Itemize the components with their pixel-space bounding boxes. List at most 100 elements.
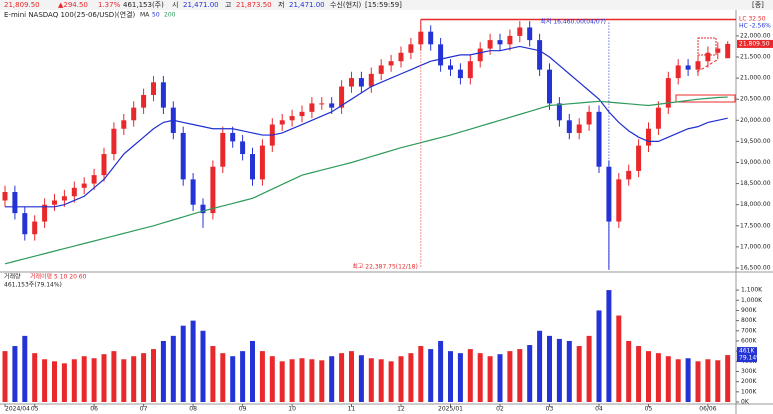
candle-body <box>299 111 305 117</box>
volume-bar <box>190 320 196 402</box>
candle-body <box>378 65 384 74</box>
candle-body <box>339 86 345 108</box>
volume-bar <box>527 345 533 402</box>
x-tick-label: 03 <box>546 406 554 413</box>
x-tick-label: 11 <box>348 406 356 413</box>
y-tick-label: 21,000.00 <box>740 75 771 82</box>
last-price: 21,809.50 <box>4 1 40 9</box>
volume-bar <box>131 356 137 402</box>
candle-body <box>180 132 186 180</box>
feed: 수신(현지) <box>330 0 361 9</box>
x-tick-label: 08 <box>189 406 197 413</box>
volume-bar <box>81 356 87 402</box>
trend-arrow <box>696 59 718 73</box>
volume-bar <box>279 361 285 402</box>
candle-body <box>616 179 622 222</box>
candle-body <box>151 82 156 95</box>
volume-bar <box>180 325 186 402</box>
candle-body <box>398 52 404 62</box>
volume-bar <box>448 351 453 402</box>
y-tick-label: 1,100K <box>741 287 763 294</box>
y-tick-label: 200K <box>741 378 757 385</box>
volume-bar <box>210 346 216 402</box>
volume-bar <box>160 340 166 402</box>
volume-bar <box>22 335 28 402</box>
volume-bar <box>170 335 176 402</box>
last-volume-pct: 79.14% <box>739 355 762 362</box>
chart-title: E-mini NASDAQ 100(25-06/USD)(연결) <box>4 10 136 19</box>
low-label: 저 <box>278 0 284 9</box>
candle-body <box>210 166 216 214</box>
y-tick-label: 100K <box>741 388 757 395</box>
volume-bar <box>91 358 97 402</box>
volume-bar <box>61 363 67 402</box>
volume-bar <box>141 353 147 402</box>
volume-bar <box>378 359 384 402</box>
candle-body <box>477 48 483 62</box>
low: 21,471.00 <box>289 1 325 9</box>
pane-info: 461,153주(79.14%) <box>4 282 62 289</box>
x-tick-label: 07 <box>140 406 148 413</box>
candle-body <box>517 27 523 36</box>
volume-bar <box>250 340 255 402</box>
volume-bar <box>467 349 473 402</box>
volume-bar <box>705 359 711 402</box>
volume-bar <box>537 330 543 402</box>
volume-bar <box>329 356 335 402</box>
candle-body <box>636 145 642 171</box>
volume-bar <box>685 358 691 402</box>
volume-bar <box>200 330 206 402</box>
moving-average <box>4 96 728 265</box>
y-tick-label: 600K <box>741 337 757 344</box>
open: 21,471.00 <box>183 1 219 9</box>
candle-body <box>457 69 463 79</box>
menu-button[interactable]: [종] <box>752 1 764 9</box>
y-tick-label: 21,500.00 <box>740 53 771 60</box>
candle-body <box>438 44 444 66</box>
y-tick-label: 20,500.00 <box>740 96 771 103</box>
y-tick-label: 19,000.00 <box>740 159 771 166</box>
y-tick-label: 17,500.00 <box>740 222 771 229</box>
candle-body <box>42 204 48 222</box>
volume-bar <box>517 349 523 402</box>
y-tick-label: 19,500.00 <box>740 138 771 145</box>
volume-bar <box>695 361 701 402</box>
volume-bar <box>388 361 394 402</box>
candle-body <box>527 27 533 41</box>
volume-bar <box>269 356 275 402</box>
x-tick-label: 05 <box>31 406 39 413</box>
high-label: 고 <box>225 1 232 9</box>
legend-item: 200 <box>164 12 176 19</box>
moving-average <box>5 45 728 208</box>
candle-body <box>190 179 196 205</box>
candle-body <box>705 52 711 62</box>
y-tick-label: 700K <box>741 327 757 334</box>
candle-body <box>52 200 57 205</box>
volume-bar <box>616 315 622 402</box>
candle-body <box>725 43 731 59</box>
candle-body <box>586 111 592 125</box>
candle-body <box>319 103 325 105</box>
volume-bar <box>32 353 38 402</box>
pane-ma: 거래이평 5 10 20 60 <box>30 273 87 281</box>
volume-bar <box>358 355 364 402</box>
last-volume-box <box>737 347 757 363</box>
x-tick-label: 09 <box>239 406 247 413</box>
last-price-box <box>737 39 773 48</box>
candle-body <box>240 141 246 155</box>
y-tick-label: 17,000.00 <box>740 243 771 250</box>
volume-bar <box>2 351 8 402</box>
candle-body <box>665 78 671 108</box>
candle-body <box>448 65 453 70</box>
candle-body <box>160 82 166 108</box>
last-price-label: 21,809.50 <box>739 40 770 47</box>
time: [15:59:59] <box>365 1 402 9</box>
volume-bar <box>349 351 354 402</box>
volume-bar <box>586 335 592 402</box>
volume-bar <box>339 353 345 402</box>
candle-body <box>289 116 295 121</box>
y-tick-label: 1,000K <box>741 297 763 304</box>
candle-body <box>349 78 354 87</box>
header-bar <box>0 0 773 10</box>
